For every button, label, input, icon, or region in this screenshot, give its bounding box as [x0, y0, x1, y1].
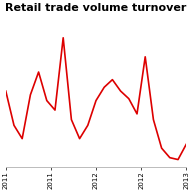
Title: Retail trade volume turnover: Retail trade volume turnover: [5, 3, 187, 13]
